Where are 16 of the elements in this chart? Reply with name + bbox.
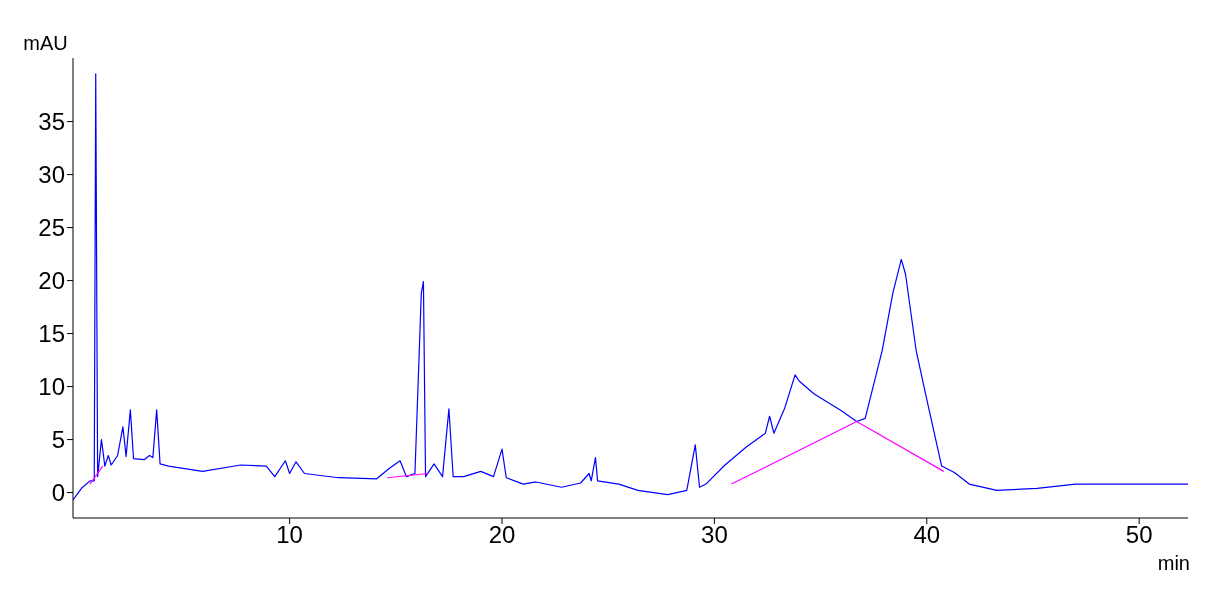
x-tick-label: 10 bbox=[276, 521, 303, 549]
y-tick-label: 0 bbox=[51, 479, 65, 507]
line-series bbox=[73, 73, 1188, 501]
y-tick-label: 15 bbox=[38, 320, 65, 348]
x-axis-title: min bbox=[1157, 552, 1190, 574]
y-tick-label: 5 bbox=[51, 426, 65, 454]
x-tick-label: 30 bbox=[701, 521, 728, 549]
y-tick-label: 20 bbox=[38, 267, 65, 295]
x-tick-label: 50 bbox=[1125, 521, 1153, 549]
y-axis-title: mAU bbox=[23, 32, 68, 54]
y-tick-label: 25 bbox=[38, 214, 65, 242]
y-tick-label: 10 bbox=[38, 373, 65, 401]
x-tick-label: 20 bbox=[488, 521, 516, 549]
y-tick-label: 35 bbox=[38, 108, 65, 136]
x-tick-label: 40 bbox=[913, 521, 941, 549]
y-tick-label: 30 bbox=[38, 161, 65, 189]
